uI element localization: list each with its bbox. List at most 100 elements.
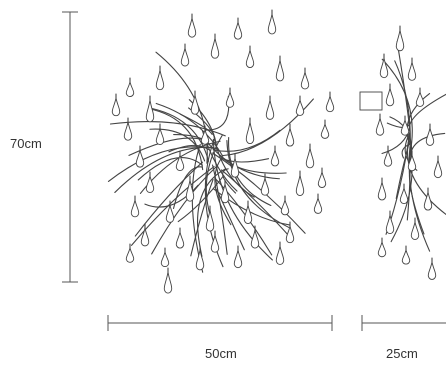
crystal-drop (185, 179, 195, 202)
crystal-drop (265, 99, 275, 120)
branch-line (137, 157, 203, 181)
width-dimension: 50cm (107, 315, 333, 361)
crystal-drop (130, 199, 140, 218)
front-view-crystal-drops (111, 9, 335, 294)
crystal-drop (245, 121, 255, 144)
branch-line (214, 177, 273, 256)
branch-line (179, 113, 213, 135)
crystal-drop (175, 231, 185, 249)
branch-line (151, 166, 217, 255)
branch-line (130, 166, 215, 246)
branch-line (190, 179, 214, 257)
branch-line (394, 60, 411, 154)
side-view-wall-mount (359, 91, 383, 111)
crystal-drop (270, 149, 280, 167)
crystal-drop (383, 149, 393, 167)
branch-line (148, 108, 204, 171)
crystal-drop (165, 204, 175, 223)
branch-line (109, 121, 226, 137)
crystal-drop (160, 251, 170, 268)
crystal-drop (407, 61, 417, 81)
crystal-drop (190, 94, 200, 115)
crystal-drop (375, 117, 385, 136)
crystal-drop (225, 91, 235, 108)
crystal-drop (385, 214, 395, 235)
crystal-drop (425, 127, 435, 146)
crystal-drop (423, 191, 433, 211)
crystal-drop (155, 69, 165, 91)
branch-line (212, 164, 228, 255)
branch-line (228, 137, 272, 207)
crystal-drop (140, 227, 150, 247)
crystal-drop (377, 181, 387, 201)
crystal-drop (145, 175, 155, 193)
crystal-drop (175, 154, 185, 171)
branch-line (408, 146, 431, 252)
branch-line (212, 152, 306, 234)
crystal-drop (180, 47, 190, 67)
crystal-drop (399, 187, 409, 205)
branch-line (177, 175, 225, 223)
crystal-drop (317, 171, 327, 188)
crystal-drop (187, 17, 197, 38)
branch-line (134, 161, 204, 237)
branch-line (151, 107, 210, 162)
branch-line (196, 168, 227, 257)
crystal-drop (320, 123, 330, 139)
crystal-drop (300, 71, 310, 90)
crystal-drop (233, 21, 243, 40)
branch-line (408, 93, 446, 132)
height-dimension: 70cm (10, 11, 78, 283)
branch-line (149, 128, 206, 162)
branch-line (381, 126, 411, 155)
crystal-drop (385, 87, 395, 107)
side-view-crystal-drops (375, 25, 443, 280)
branch-line (114, 146, 215, 193)
crystal-drop (295, 174, 305, 196)
crystal-drop (135, 149, 145, 168)
crystal-drop (407, 154, 417, 172)
branch-line (226, 140, 290, 228)
crystal-drop (395, 29, 405, 52)
crystal-drop (433, 159, 443, 179)
branch-line (409, 132, 446, 163)
crystal-drop (205, 209, 215, 232)
crystal-drop (210, 234, 220, 253)
crystal-drop (275, 59, 285, 82)
crystal-drop (125, 247, 135, 263)
crystal-drop (410, 221, 420, 240)
crystal-drop (195, 249, 205, 271)
depth-dimension: 25cm (361, 315, 446, 361)
crystal-drop (210, 37, 220, 59)
branch-line (212, 129, 281, 152)
crystal-drop (415, 91, 425, 107)
crystal-drop (243, 204, 253, 224)
crystal-drop (285, 225, 295, 244)
branch-line (205, 134, 223, 214)
crystal-drop (285, 127, 295, 147)
side-view-illustration (359, 25, 446, 280)
crystal-drop (125, 81, 135, 97)
width-label: 50cm (205, 346, 237, 361)
crystal-drop (400, 119, 410, 136)
branch-line (220, 157, 270, 163)
crystal-drop (325, 95, 335, 113)
branch-line (168, 144, 209, 153)
crystal-drop (260, 177, 270, 196)
crystal-drop (275, 245, 285, 265)
branch-line (144, 184, 199, 208)
crystal-drop (123, 121, 133, 141)
crystal-drop (220, 183, 230, 204)
crystal-drop (145, 99, 155, 123)
branch-line (107, 146, 219, 183)
branch-line (206, 141, 280, 180)
crystal-drop (377, 241, 387, 258)
crystal-drop (111, 97, 121, 117)
crystal-drop (427, 261, 437, 280)
crystal-drop (163, 271, 173, 294)
crystal-drop (305, 147, 315, 169)
branch-line (212, 188, 291, 226)
crystal-drop (200, 129, 210, 145)
crystal-drop (155, 127, 165, 145)
